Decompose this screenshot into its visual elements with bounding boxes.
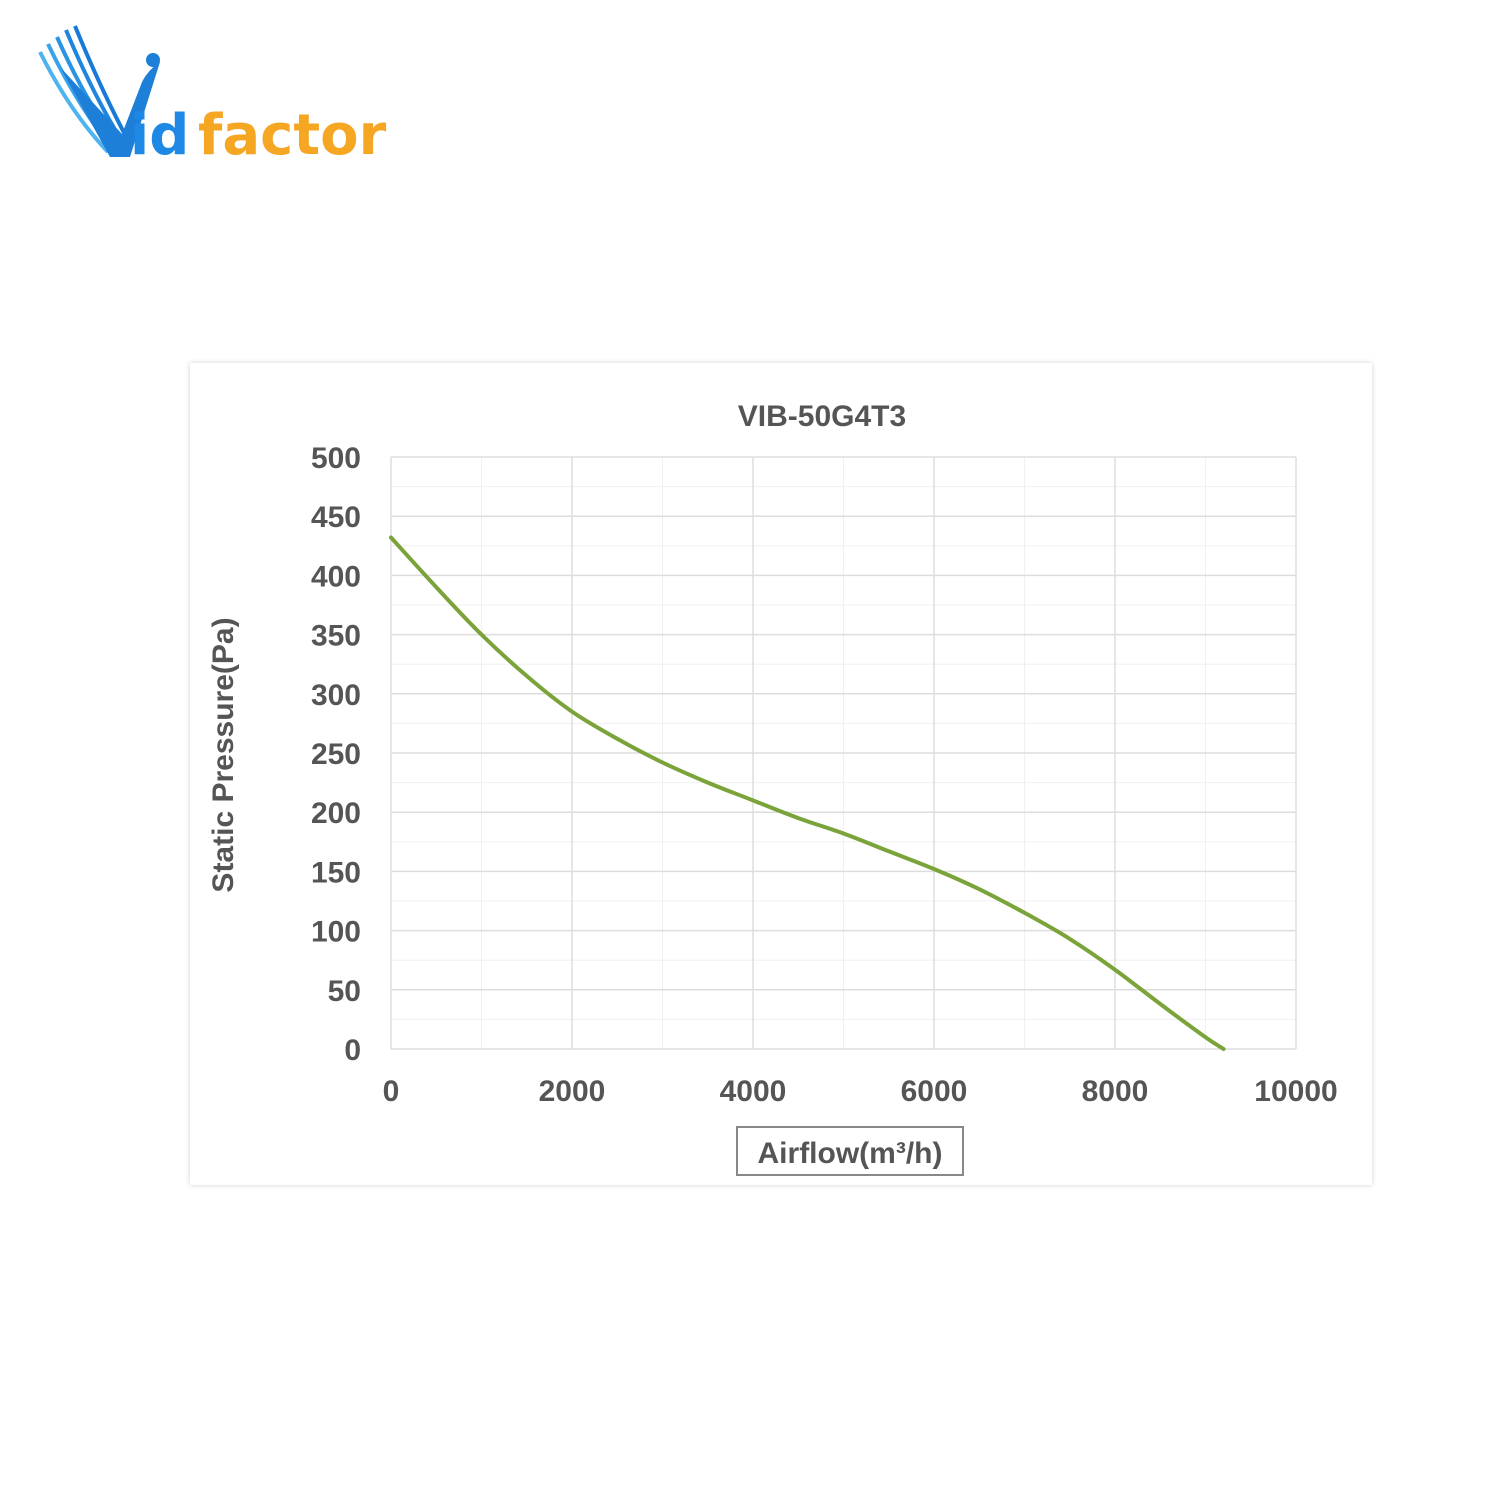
y-tick-label: 400 xyxy=(311,560,361,593)
logo-text-suffix: factor xyxy=(198,103,387,168)
x-axis-ticks: 0 2000 4000 6000 8000 10000 xyxy=(383,1075,1338,1108)
y-tick-label: 300 xyxy=(311,679,361,712)
y-tick-label: 150 xyxy=(311,856,361,889)
y-tick-label: 50 xyxy=(328,975,361,1008)
x-axis-label: Airflow(m³/h) xyxy=(758,1137,943,1170)
x-tick-label: 4000 xyxy=(720,1075,787,1108)
pressure-airflow-chart: 0 50 100 150 200 250 300 350 400 450 500 0 2000 4000… xyxy=(207,400,1338,1176)
chart-grid xyxy=(390,456,1297,1050)
logo-text-prefix: id xyxy=(130,103,189,168)
x-axis-label-box xyxy=(736,1126,964,1176)
y-tick-label: 0 xyxy=(344,1034,361,1067)
x-tick-label: 6000 xyxy=(901,1075,968,1108)
x-tick-label: 0 xyxy=(383,1075,400,1108)
y-tick-label: 350 xyxy=(311,620,361,653)
y-tick-label: 500 xyxy=(311,442,361,475)
y-tick-label: 450 xyxy=(311,501,361,534)
y-axis-ticks: 0 50 100 150 200 250 300 350 400 450 500 xyxy=(311,442,361,1067)
x-tick-label: 8000 xyxy=(1082,1075,1149,1108)
y-tick-label: 200 xyxy=(311,797,361,830)
x-tick-label: 2000 xyxy=(539,1075,606,1108)
chart-title: VIB-50G4T3 xyxy=(738,400,906,433)
logo-feather-icon xyxy=(38,25,160,157)
y-tick-label: 100 xyxy=(311,916,361,949)
chart-panel: 0 50 100 150 200 250 300 350 400 450 500 0 2000 4000… xyxy=(190,363,1372,1185)
x-tick-label: 10000 xyxy=(1254,1075,1337,1108)
y-tick-label: 250 xyxy=(311,738,361,771)
series-line xyxy=(389,535,1226,1051)
vidfactor-logo: id factor xyxy=(38,25,387,168)
y-axis-label: Static Pressure(Pa) xyxy=(207,617,240,892)
